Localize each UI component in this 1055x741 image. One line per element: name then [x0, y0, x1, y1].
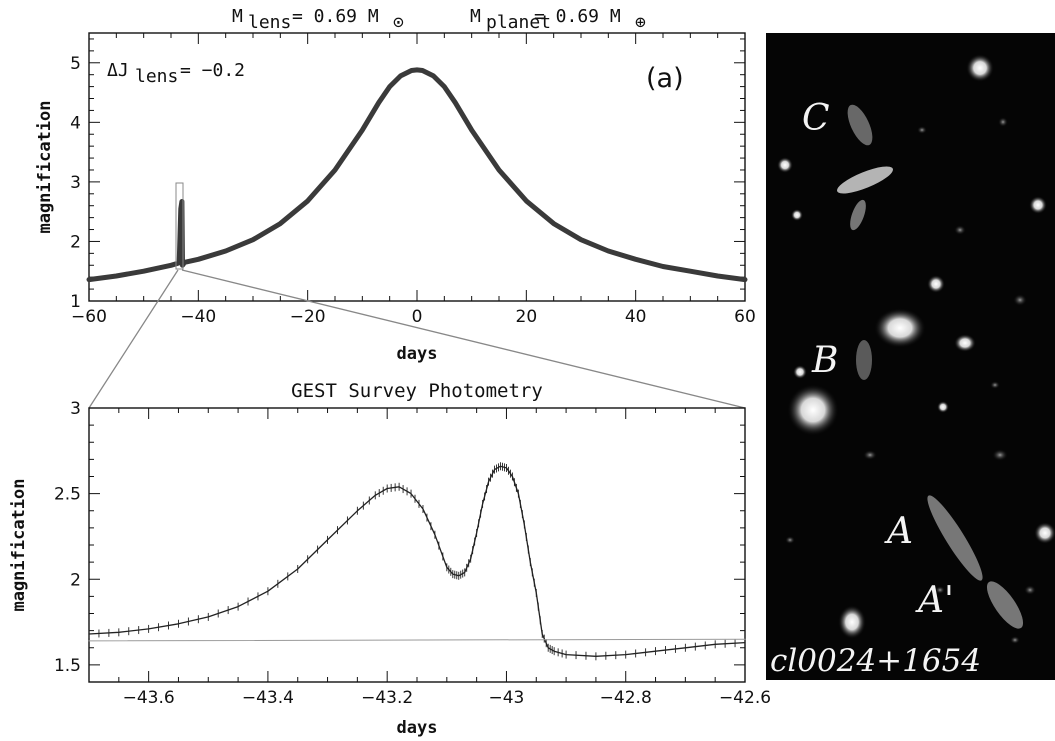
m-lens-unit-subscript: ⊙ — [393, 12, 404, 33]
m-planet-subscript: planet — [486, 12, 551, 33]
galaxy — [990, 381, 1000, 389]
y-tick-label: 2 — [70, 570, 81, 590]
x-tick-label: 0 — [412, 307, 423, 327]
top-chart-y-tick-labels: 1 2 3 4 5 — [70, 54, 81, 312]
bright-galaxy — [838, 605, 866, 639]
bright-galaxy — [787, 384, 839, 436]
bright-galaxy — [874, 308, 926, 348]
arc-c-middle — [837, 166, 893, 194]
arc-c-upper — [847, 104, 873, 146]
galaxy — [1010, 636, 1020, 644]
zoom-box — [175, 182, 184, 270]
photometry-curve — [88, 465, 746, 657]
cluster-image: C B A A' cl0024+1654 — [766, 33, 1055, 680]
top-chart-x-tick-labels: −60 −40 −20 0 20 40 60 — [71, 307, 756, 327]
arc-c-lower — [850, 199, 866, 231]
image-label-b: B — [811, 340, 838, 381]
top-chart: −60 −40 −20 0 20 40 60 1 2 3 4 5 days magnificatio… — [35, 32, 756, 364]
galaxy — [954, 225, 966, 235]
bottom-chart-series — [88, 462, 746, 661]
image-label-a: A — [884, 511, 913, 552]
galaxy — [937, 401, 949, 413]
x-tick-label: −20 — [290, 307, 326, 327]
image-label-c: C — [802, 98, 830, 139]
bottom-chart-x-tick-labels: −43.6 −43.4 −43.2 −43 −42.8 −42.6 — [123, 688, 771, 708]
header: M lens = 0.69 M ⊙ M planet = 0.69 M ⊕ — [232, 6, 646, 33]
galaxy — [954, 334, 976, 352]
image-caption: cl0024+1654 — [770, 643, 981, 679]
x-tick-label: −43 — [489, 688, 525, 708]
bottom-chart-y-tick-labels: 1.5 2 2.5 3 — [54, 399, 81, 676]
image-label-a-prime: A' — [915, 580, 954, 621]
m-lens-subscript: lens — [248, 12, 291, 33]
x-tick-label: −43.6 — [123, 688, 175, 708]
galaxy — [917, 126, 927, 134]
x-tick-label: −60 — [71, 307, 107, 327]
galaxy — [935, 586, 945, 594]
m-planet-value: = 0.69 M — [534, 6, 621, 27]
x-tick-label: −40 — [180, 307, 216, 327]
y-tick-label: 4 — [70, 113, 81, 133]
m-lens-symbol: M — [232, 6, 243, 27]
y-tick-label: 2.5 — [54, 485, 81, 505]
galaxy — [793, 365, 807, 379]
y-tick-label: 1.5 — [54, 656, 81, 676]
m-planet-symbol: M — [470, 6, 481, 27]
arc-a-prime — [986, 581, 1024, 629]
bottom-chart-x-axis-title: days — [397, 718, 438, 738]
y-tick-label: 3 — [70, 399, 81, 419]
x-tick-label: −42.6 — [719, 688, 771, 708]
galaxy — [998, 117, 1008, 127]
top-chart-series — [86, 67, 748, 283]
zoom-connector-left — [88, 269, 179, 409]
galaxy — [863, 450, 877, 460]
x-tick-label: −43.2 — [361, 688, 413, 708]
galaxy — [927, 275, 945, 293]
delta-j-symbol: ΔJ — [107, 60, 129, 81]
galaxy — [1013, 294, 1027, 306]
bottom-chart-ticks — [88, 407, 746, 683]
bottom-chart-y-axis-title: magnification — [9, 478, 29, 611]
x-tick-label: 60 — [734, 307, 756, 327]
galaxy — [992, 449, 1008, 461]
arc-a — [927, 495, 983, 581]
delta-j-value: = −0.2 — [180, 60, 245, 81]
galaxy — [791, 209, 803, 221]
panel-label: (a) — [646, 63, 684, 94]
x-tick-label: −43.4 — [242, 688, 294, 708]
y-tick-label: 3 — [70, 173, 81, 193]
galaxy — [1024, 585, 1036, 595]
light-curve-line — [86, 67, 748, 283]
x-tick-label: 40 — [625, 307, 647, 327]
baseline-curve — [88, 638, 746, 642]
delta-j-subscript: lens — [135, 66, 178, 87]
top-chart-x-axis-title: days — [397, 344, 438, 364]
x-tick-label: 20 — [516, 307, 538, 327]
y-tick-label: 5 — [70, 54, 81, 74]
zoom-connector-right — [181, 269, 746, 409]
arc-b — [856, 340, 872, 380]
m-planet-unit-subscript: ⊕ — [635, 12, 646, 33]
galaxy — [777, 157, 793, 173]
bright-galaxy — [966, 54, 994, 82]
image-background — [766, 33, 1055, 680]
bottom-chart: GEST Survey Photometry −43.6 −43.4 −43.2 −4… — [9, 380, 771, 738]
x-tick-label: −42.8 — [600, 688, 652, 708]
galaxy — [1029, 196, 1047, 214]
m-lens-value: = 0.69 M — [292, 6, 379, 27]
y-tick-label: 1 — [70, 292, 81, 312]
top-chart-y-axis-title: magnification — [35, 100, 55, 233]
bright-galaxy — [1034, 522, 1055, 544]
top-chart-ticks — [88, 33, 746, 302]
bottom-chart-title: GEST Survey Photometry — [291, 380, 543, 402]
y-tick-label: 2 — [70, 232, 81, 252]
galaxy — [785, 536, 795, 544]
